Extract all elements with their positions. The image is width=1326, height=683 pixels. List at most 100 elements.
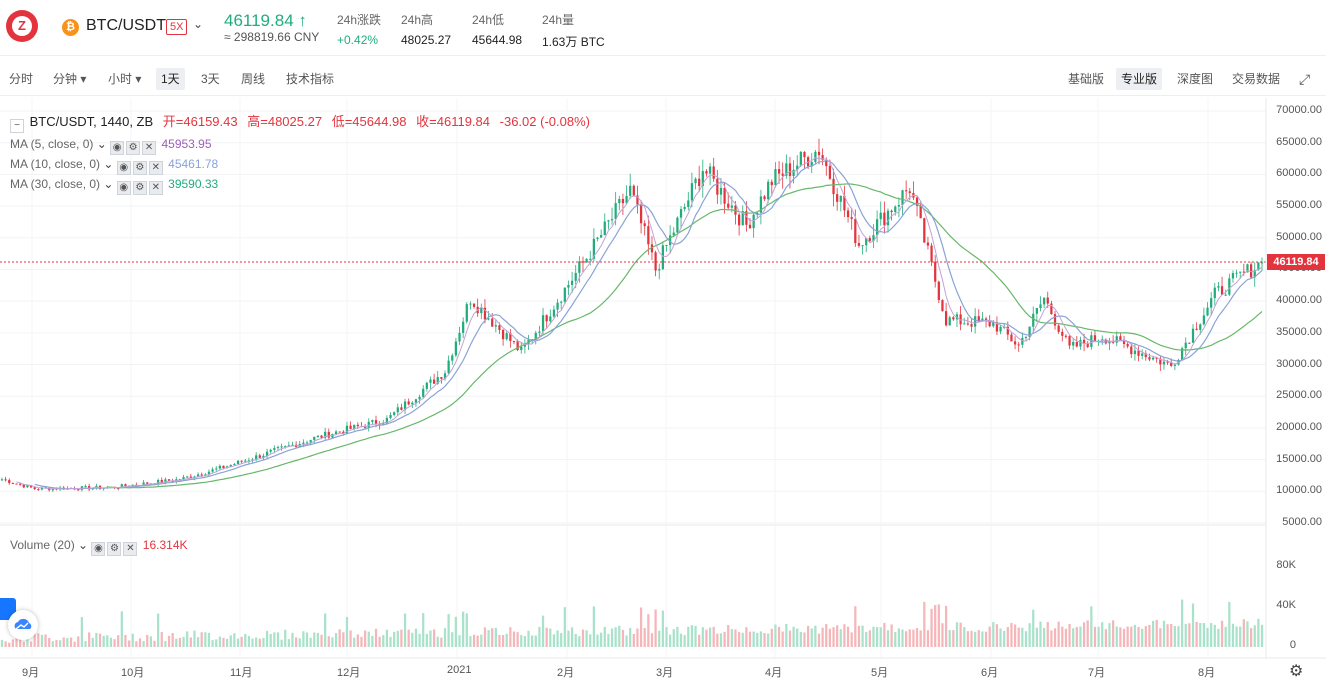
volume-bar <box>69 637 73 647</box>
volume-bar <box>894 632 897 647</box>
volume-bar <box>821 627 824 647</box>
candle <box>774 169 777 186</box>
volume-bar <box>432 629 436 647</box>
volume-bar <box>621 629 625 647</box>
volume-bar <box>327 636 330 647</box>
volume-bar <box>745 627 748 647</box>
volume-bar <box>1108 623 1111 647</box>
settings-gear-icon[interactable]: ⚙ <box>1289 663 1304 680</box>
tab-depth[interactable]: 深度图 <box>1177 72 1214 86</box>
volume-bar <box>454 616 458 647</box>
candle <box>1013 341 1017 345</box>
pair-selector[interactable]: BTC/USDT <box>86 17 166 34</box>
eye-icon[interactable]: ◉ <box>110 141 125 155</box>
volume-bar <box>251 638 254 647</box>
close-icon[interactable]: ✕ <box>123 542 138 556</box>
candle <box>701 171 704 187</box>
eye-icon[interactable]: ◉ <box>116 161 131 175</box>
candle <box>1151 357 1155 360</box>
volume-bar <box>189 637 192 647</box>
candle <box>501 329 505 340</box>
candle <box>1133 350 1137 355</box>
candle <box>897 205 901 207</box>
volume-bar <box>458 635 461 647</box>
close-icon[interactable]: ✕ <box>148 181 163 195</box>
settings-icon[interactable]: ⚙ <box>107 542 122 556</box>
volume-bar <box>127 640 131 647</box>
volume-bar <box>901 629 904 647</box>
chart-toolbar: 分时 分钟 ▾ 小时 ▾ 1天 3天 周线 技术指标 基础版 专业版 深度图 交… <box>0 62 1326 96</box>
candle <box>436 377 439 384</box>
volume-bar <box>1119 627 1122 647</box>
volume-bar <box>284 629 287 647</box>
settings-icon[interactable]: ⚙ <box>132 161 147 175</box>
candle <box>26 485 29 488</box>
volume-bar <box>396 630 399 647</box>
close-icon[interactable]: ✕ <box>142 141 157 155</box>
volume-bar <box>109 637 113 647</box>
volume-bar <box>4 641 7 647</box>
chevron-down-icon[interactable]: ⌄ <box>103 177 114 191</box>
candle <box>541 315 545 332</box>
candle <box>1224 294 1227 296</box>
cloud-icon[interactable] <box>8 610 38 640</box>
volume-bar <box>44 634 47 647</box>
volume-value: 16.314K <box>142 538 188 552</box>
candle <box>886 210 890 226</box>
candle <box>396 407 399 413</box>
candle <box>796 165 799 170</box>
volume-bar <box>589 634 592 647</box>
settings-icon[interactable]: ⚙ <box>126 141 141 155</box>
eye-icon[interactable]: ◉ <box>116 181 131 195</box>
volume-bar <box>309 637 312 647</box>
close-icon[interactable]: ✕ <box>148 161 163 175</box>
tab-3d[interactable]: 3天 <box>201 72 220 86</box>
candle <box>799 151 802 166</box>
eye-icon[interactable]: ◉ <box>91 542 106 556</box>
candle <box>236 460 240 465</box>
tab-basic[interactable]: 基础版 <box>1068 72 1105 86</box>
volume-bar <box>1188 623 1191 647</box>
fullscreen-icon[interactable]: ⤢ <box>1299 71 1311 87</box>
chevron-down-icon[interactable]: ⌄ <box>96 137 107 151</box>
settings-icon[interactable]: ⚙ <box>132 181 147 195</box>
tab-1d[interactable]: 1天 <box>156 68 185 90</box>
volume-bar <box>200 632 203 647</box>
volume-bar <box>723 631 726 647</box>
candle <box>334 431 338 435</box>
tab-timeline[interactable]: 分时 <box>9 72 34 86</box>
candle <box>160 480 163 483</box>
chevron-down-icon[interactable]: ⌄ <box>103 157 114 171</box>
candle <box>531 339 534 341</box>
candle <box>371 420 374 422</box>
candle <box>472 303 476 307</box>
candle <box>639 204 643 224</box>
candle <box>400 407 403 410</box>
volume-bar <box>204 632 207 647</box>
tab-minute[interactable]: 分钟 ▾ <box>53 72 87 86</box>
volume-bar <box>1257 618 1260 647</box>
volume-bar <box>767 633 770 647</box>
tab-indicators[interactable]: 技术指标 <box>286 72 335 86</box>
tab-weekly[interactable]: 周线 <box>241 72 266 86</box>
collapse-icon[interactable]: − <box>10 119 24 133</box>
chevron-down-icon[interactable]: ⌄ <box>78 538 89 552</box>
chevron-down-icon[interactable]: ⌄ <box>193 17 204 31</box>
logo-icon[interactable]: Z <box>6 10 38 42</box>
volume-bar <box>614 627 617 647</box>
candle <box>215 468 218 470</box>
candle <box>233 464 236 466</box>
tab-trade-data[interactable]: 交易数据 <box>1232 72 1281 86</box>
volume-bar <box>80 617 84 647</box>
candle <box>302 442 305 445</box>
volume-bar <box>353 637 356 647</box>
volume-bar <box>494 627 497 647</box>
tab-pro[interactable]: 专业版 <box>1116 68 1163 90</box>
tab-hour[interactable]: 小时 ▾ <box>108 72 142 86</box>
candle <box>984 318 988 320</box>
candle <box>447 360 450 374</box>
btc-coin-icon: ₿ <box>62 19 79 36</box>
volume-bar <box>138 638 142 647</box>
volume-bar <box>1173 626 1176 647</box>
